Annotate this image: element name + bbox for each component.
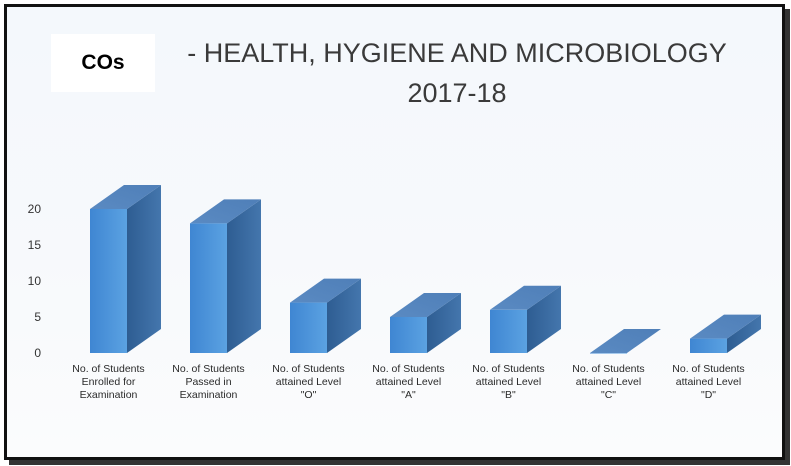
bar: [390, 293, 461, 353]
x-tick-label-line: Passed in: [185, 376, 232, 388]
x-tick-label: No. of Students attained Level "C": [561, 363, 657, 402]
bar: [590, 329, 661, 354]
bar-side: [327, 278, 361, 353]
bar-side: [727, 314, 761, 353]
bar: [90, 185, 161, 353]
bar-front: [290, 302, 327, 353]
y-tick-label: 15: [28, 238, 42, 252]
bar-chart: 0 5 10 15 20: [28, 185, 761, 360]
bar-top: [490, 285, 561, 310]
y-tick-label: 5: [34, 310, 41, 324]
bar: [490, 285, 561, 353]
y-tick-label: 10: [28, 274, 42, 288]
x-tick-label-line: "B": [501, 389, 516, 401]
bar-front: [590, 353, 627, 354]
x-tick-label-line: attained Level: [575, 376, 642, 388]
bar: [690, 314, 761, 353]
bar-top: [290, 278, 361, 303]
x-tick-label-line: attained Level: [275, 376, 342, 388]
chart-title: - HEALTH, HYGIENE AND MICROBIOLOGY 2017-…: [157, 33, 757, 113]
bar-top: [590, 329, 661, 353]
bar: [190, 199, 261, 353]
bar-front: [390, 317, 427, 353]
x-tick-label: No. of Students attained Level "A": [361, 363, 457, 402]
x-tick-label-line: attained Level: [675, 376, 742, 388]
x-tick-label-line: No. of Students: [272, 363, 345, 375]
x-tick-label-line: attained Level: [475, 376, 542, 388]
bar-front: [90, 209, 127, 353]
bar-top: [390, 293, 461, 317]
x-tick-label-line: No. of Students: [572, 363, 645, 375]
chart-title-line1: - HEALTH, HYGIENE AND MICROBIOLOGY: [187, 38, 727, 68]
y-tick-label: 0: [34, 346, 41, 360]
x-tick-label: No. of Students Enrolled for Examination: [61, 363, 157, 402]
x-tick-label-line: "D": [700, 389, 717, 401]
bar-top: [690, 314, 761, 339]
chart-title-line2: 2017-18: [407, 78, 507, 108]
bar-side: [427, 293, 461, 353]
x-tick-label-line: No. of Students: [472, 363, 545, 375]
x-tick-label-line: Examination: [79, 389, 138, 401]
x-tick-label: No. of Students attained Level "D": [661, 363, 757, 402]
x-tick-label-line: attained Level: [375, 376, 442, 388]
chart-frame: COs - HEALTH, HYGIENE AND MICROBIOLOGY 2…: [4, 4, 785, 460]
x-tick-label-line: No. of Students: [672, 363, 745, 375]
bar-front: [190, 223, 227, 353]
x-tick-label-line: Enrolled for: [81, 376, 136, 388]
cos-label: COs: [51, 34, 155, 92]
bar-front: [690, 338, 727, 353]
x-tick-label-line: Examination: [179, 389, 238, 401]
x-tick-label-line: "C": [600, 389, 617, 401]
x-tick-label-line: No. of Students: [372, 363, 445, 375]
x-tick-label-line: "A": [401, 389, 416, 401]
bar: [290, 278, 361, 353]
x-tick-label: No. of Students Passed in Examination: [161, 363, 257, 402]
bar-top: [90, 185, 161, 209]
bar-side: [127, 185, 161, 353]
x-tick-label-line: No. of Students: [72, 363, 145, 375]
bar-side: [227, 199, 261, 353]
x-tick-label-line: No. of Students: [172, 363, 245, 375]
x-tick-label: No. of Students attained Level "O": [261, 363, 357, 402]
bar-top: [190, 199, 261, 224]
bar-side: [527, 285, 561, 353]
bar-front: [490, 309, 527, 353]
y-tick-label: 20: [28, 202, 42, 216]
x-tick-label-line: "O": [300, 389, 317, 401]
x-tick-label: No. of Students attained Level "B": [461, 363, 557, 402]
